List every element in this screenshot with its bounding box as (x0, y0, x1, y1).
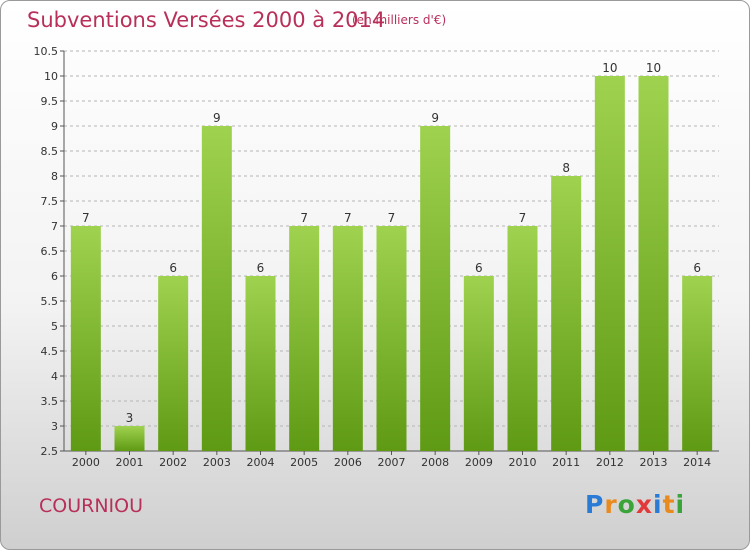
bar-value-label: 7 (388, 211, 396, 225)
bar (245, 276, 276, 451)
bar-value-label: 7 (519, 211, 527, 225)
y-tick-label: 8 (51, 170, 58, 183)
chart-subtitle: (en milliers d'€) (352, 13, 447, 27)
x-tick-label: 2009 (465, 456, 493, 469)
commune-name: COURNIOU (39, 495, 144, 517)
bar-value-label: 8 (562, 161, 570, 175)
y-tick-label: 8.5 (41, 145, 59, 158)
bar-value-label: 9 (431, 111, 439, 125)
x-tick-label: 2010 (509, 456, 537, 469)
bar (682, 276, 713, 451)
logo-letter: x (635, 490, 653, 519)
bar (70, 226, 101, 451)
bar-value-label: 6 (257, 261, 265, 275)
y-tick-label: 4.5 (41, 345, 59, 358)
y-tick-label: 10 (44, 70, 58, 83)
y-tick-label: 2.5 (41, 445, 59, 458)
bar-value-label: 7 (82, 211, 90, 225)
x-tick-label: 2014 (683, 456, 711, 469)
x-tick-label: 2007 (378, 456, 406, 469)
bar (463, 276, 494, 451)
y-tick-label: 7.5 (41, 195, 59, 208)
bar (376, 226, 407, 451)
bar (332, 226, 363, 451)
bar (507, 226, 538, 451)
logo-letter: t (662, 490, 676, 519)
x-tick-label: 2011 (552, 456, 580, 469)
x-tick-label: 2001 (116, 456, 144, 469)
bar-value-label: 6 (169, 261, 177, 275)
y-tick-label: 9 (51, 120, 58, 133)
y-tick-label: 7 (51, 220, 58, 233)
x-tick-label: 2004 (247, 456, 275, 469)
y-tick-label: 5 (51, 320, 58, 333)
y-tick-label: 3.5 (41, 395, 59, 408)
bar (551, 176, 582, 451)
x-tick-label: 2003 (203, 456, 231, 469)
y-tick-label: 5.5 (41, 295, 59, 308)
bar (158, 276, 189, 451)
y-tick-label: 10.5 (34, 45, 59, 58)
x-tick-label: 2006 (334, 456, 362, 469)
bar-value-label: 10 (602, 61, 617, 75)
bar-value-label: 6 (475, 261, 483, 275)
x-tick-label: 2002 (159, 456, 187, 469)
y-tick-label: 6.5 (41, 245, 59, 258)
bar-value-label: 9 (213, 111, 221, 125)
bar (594, 76, 625, 451)
logo-letter: i (653, 490, 663, 519)
bar-value-label: 3 (126, 411, 134, 425)
x-tick-label: 2000 (72, 456, 100, 469)
x-tick-label: 2008 (421, 456, 449, 469)
bar (114, 426, 145, 451)
y-tick-label: 6 (51, 270, 58, 283)
bar (638, 76, 669, 451)
bar (420, 126, 451, 451)
logo-letter: o (617, 490, 636, 519)
logo-letter: r (604, 490, 618, 519)
x-tick-label: 2012 (596, 456, 624, 469)
logo-letter: i (675, 490, 686, 519)
bar-value-label: 7 (344, 211, 352, 225)
y-tick-label: 4 (51, 370, 58, 383)
y-tick-label: 3 (51, 420, 58, 433)
bar (201, 126, 232, 451)
bar (289, 226, 320, 451)
y-tick-label: 9.5 (41, 95, 59, 108)
logo-letter: P (585, 490, 605, 519)
x-tick-label: 2013 (640, 456, 668, 469)
bar-value-label: 6 (693, 261, 701, 275)
chart-title: Subventions Versées 2000 à 2014 (27, 8, 386, 32)
x-tick-label: 2005 (290, 456, 318, 469)
proxiti-logo: Proxiti (585, 490, 685, 519)
bar-value-label: 7 (300, 211, 308, 225)
bar-value-label: 10 (646, 61, 661, 75)
